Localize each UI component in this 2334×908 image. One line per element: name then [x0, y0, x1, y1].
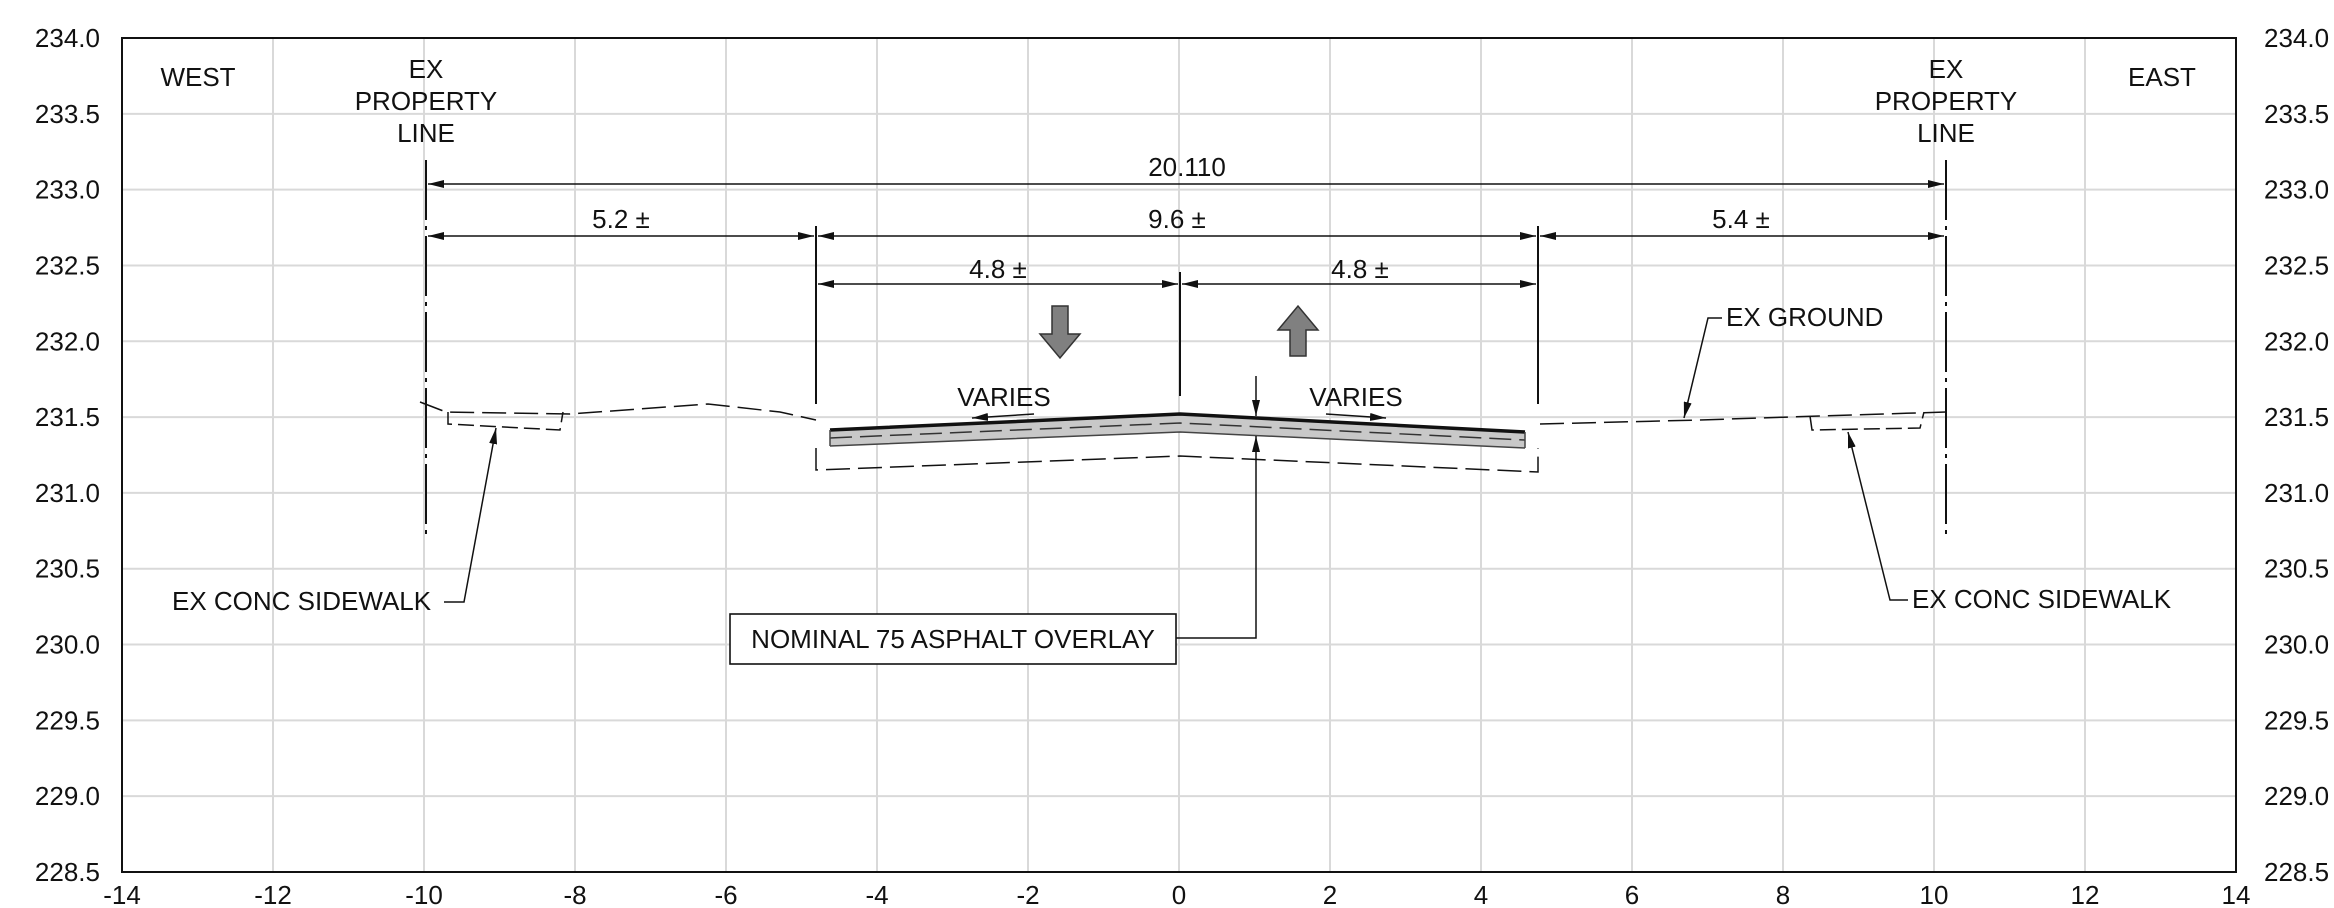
y-tick-label-left: 229.0 [35, 781, 100, 811]
west-half-value: 4.8 ± [969, 254, 1027, 284]
y-tick-label-right: 230.5 [2264, 554, 2329, 584]
y-tick-label-left: 228.5 [35, 857, 100, 887]
svg-text:EX: EX [409, 54, 444, 84]
x-tick-label: 10 [1920, 880, 1949, 908]
y-tick-label-left: 232.0 [35, 326, 100, 356]
y-tick-label-right: 231.0 [2264, 478, 2329, 508]
x-tick-label: -10 [405, 880, 443, 908]
southbound-direction-arrow-icon [1038, 305, 1082, 360]
y-tick-label-right: 234.0 [2264, 23, 2329, 53]
y-tick-label-left: 234.0 [35, 23, 100, 53]
overlay-dashed-line [829, 422, 1526, 441]
east-boulevard-value: 5.4 ± [1712, 204, 1770, 234]
road-surface-line [829, 412, 1526, 434]
varies-label-east: VARIES [1309, 382, 1402, 412]
x-tick-label: 12 [2071, 880, 2100, 908]
east-sidewalk-leader [1847, 431, 1908, 601]
road-width-value: 9.6 ± [1148, 204, 1206, 234]
y-tick-label-right: 229.0 [2264, 781, 2329, 811]
y-tick-label-right: 230.0 [2264, 630, 2329, 660]
varies-arrow-east [1325, 412, 1387, 421]
y-tick-label-left: 230.0 [35, 630, 100, 660]
east-ground-profile [1539, 411, 1947, 425]
x-tick-label: -14 [103, 880, 141, 908]
varies-arrow-west [971, 412, 1035, 421]
east-sidewalk [1809, 411, 1925, 431]
axis-ticks: -14 -12 -10 -8 -6 -4 -2 0 2 4 6 8 10 12 14 228.5 228.5 22… [35, 23, 2329, 908]
x-tick-label: -2 [1016, 880, 1039, 908]
x-tick-label: 14 [2222, 880, 2251, 908]
plot-frame [121, 37, 2237, 873]
east-property-line-label: EX PROPERTY LINE [1875, 54, 2018, 148]
y-tick-label-left: 231.5 [35, 402, 100, 432]
y-tick-label-right: 232.5 [2264, 250, 2329, 280]
svg-text:EX: EX [1929, 54, 1964, 84]
east-half-value: 4.8 ± [1331, 254, 1389, 284]
svg-text:PROPERTY: PROPERTY [1875, 86, 2018, 116]
y-tick-label-left: 233.5 [35, 99, 100, 129]
overlay-callout-label: NOMINAL 75 ASPHALT OVERLAY [751, 624, 1155, 654]
overlay-bottom-line [829, 431, 1526, 449]
overlay-callout-box [729, 613, 1177, 665]
x-tick-label: -12 [254, 880, 292, 908]
y-tick-label-left: 230.5 [35, 554, 100, 584]
west-sidewalk-leader [444, 427, 498, 603]
x-tick-label: 8 [1776, 880, 1790, 908]
total-width-value: 20.110 [1148, 152, 1226, 182]
northbound-direction-arrow-icon [1276, 304, 1320, 357]
west-boulevard-value: 5.2 ± [592, 204, 650, 234]
svg-text:LINE: LINE [1917, 118, 1975, 148]
y-tick-label-right: 233.0 [2264, 175, 2329, 205]
x-tick-label: 0 [1172, 880, 1186, 908]
x-tick-label: -6 [714, 880, 737, 908]
x-tick-label: -8 [563, 880, 586, 908]
y-tick-label-right: 232.0 [2264, 326, 2329, 356]
y-tick-label-left: 231.0 [35, 478, 100, 508]
varies-label-west: VARIES [957, 382, 1050, 412]
existing-pavement-box [815, 448, 1539, 473]
y-tick-label-left: 233.0 [35, 175, 100, 205]
west-sidewalk [447, 411, 564, 431]
ex-ground-label: EX GROUND [1726, 302, 1883, 332]
east-sidewalk-label: EX CONC SIDEWALK [1912, 584, 2172, 614]
x-tick-label: 6 [1625, 880, 1639, 908]
west-sidewalk-label: EX CONC SIDEWALK [172, 586, 432, 616]
west-property-line-label: EX PROPERTY LINE [355, 54, 498, 148]
svg-text:LINE: LINE [397, 118, 455, 148]
x-tick-label: 2 [1323, 880, 1337, 908]
ex-ground-leader [1683, 317, 1722, 419]
y-tick-label-left: 229.5 [35, 705, 100, 735]
x-tick-label: 4 [1474, 880, 1488, 908]
overlay-callout-leader [1176, 436, 1260, 639]
east-label: EAST [2128, 62, 2196, 92]
west-ground-profile [419, 401, 817, 421]
y-tick-label-right: 229.5 [2264, 705, 2329, 735]
x-tick-label: -4 [865, 880, 888, 908]
y-tick-label-right: 228.5 [2264, 857, 2329, 887]
y-tick-label-right: 233.5 [2264, 99, 2329, 129]
y-tick-label-left: 232.5 [35, 250, 100, 280]
west-label: WEST [160, 62, 235, 92]
y-tick-label-right: 231.5 [2264, 402, 2329, 432]
svg-text:PROPERTY: PROPERTY [355, 86, 498, 116]
